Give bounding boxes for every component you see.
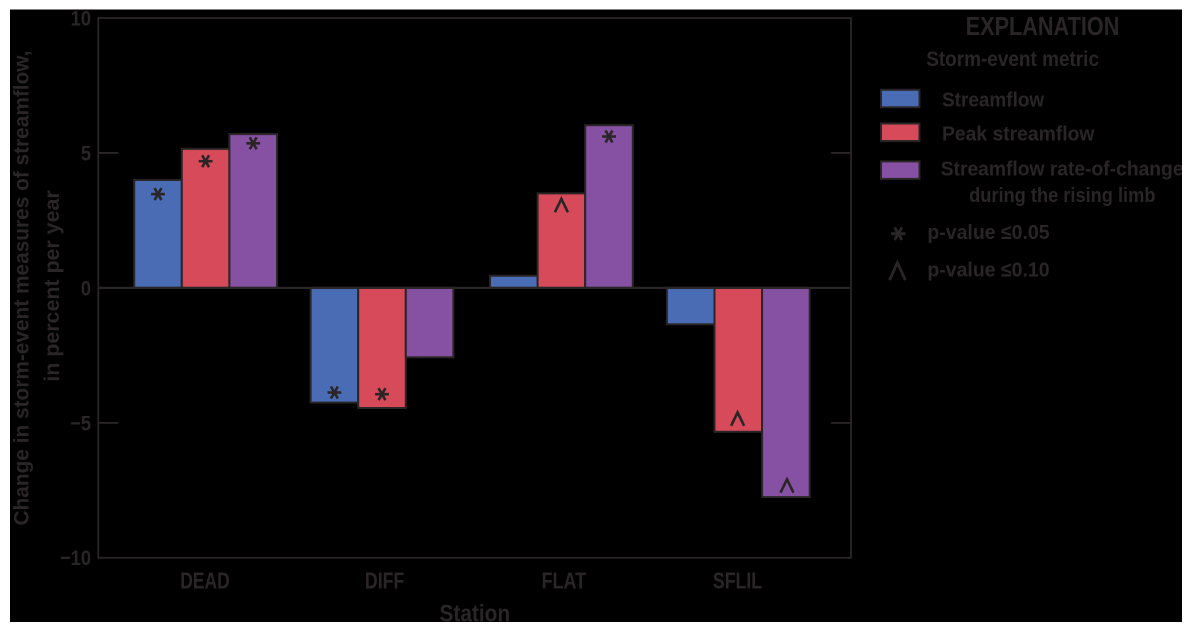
svg-text:Change in storm-event measures: Change in storm-event measures of stream… bbox=[10, 50, 33, 525]
svg-text:Storm-event metric: Storm-event metric bbox=[926, 48, 1099, 71]
svg-text:DEAD: DEAD bbox=[180, 569, 229, 594]
svg-text:0: 0 bbox=[81, 277, 91, 301]
svg-text:p-value ≤0.05: p-value ≤0.05 bbox=[927, 222, 1049, 245]
svg-text:in percent per year: in percent per year bbox=[40, 190, 64, 382]
svg-text:−10: −10 bbox=[60, 547, 91, 571]
svg-text:Peak streamflow: Peak streamflow bbox=[942, 123, 1095, 146]
svg-text:Streamflow rate-of-change: Streamflow rate-of-change bbox=[941, 158, 1184, 181]
svg-text:p-value ≤0.10: p-value ≤0.10 bbox=[927, 259, 1049, 282]
svg-text:SFLIL: SFLIL bbox=[713, 568, 762, 594]
svg-text:−5: −5 bbox=[70, 412, 91, 436]
svg-text:Streamflow: Streamflow bbox=[942, 89, 1045, 112]
svg-text:5: 5 bbox=[81, 142, 91, 166]
svg-text:during the rising limb: during the rising limb bbox=[969, 184, 1156, 207]
svg-text:FLAT: FLAT bbox=[542, 569, 587, 595]
svg-text:EXPLANATION: EXPLANATION bbox=[966, 13, 1120, 41]
svg-text:DIFF: DIFF bbox=[365, 568, 404, 594]
svg-text:10: 10 bbox=[71, 7, 91, 31]
